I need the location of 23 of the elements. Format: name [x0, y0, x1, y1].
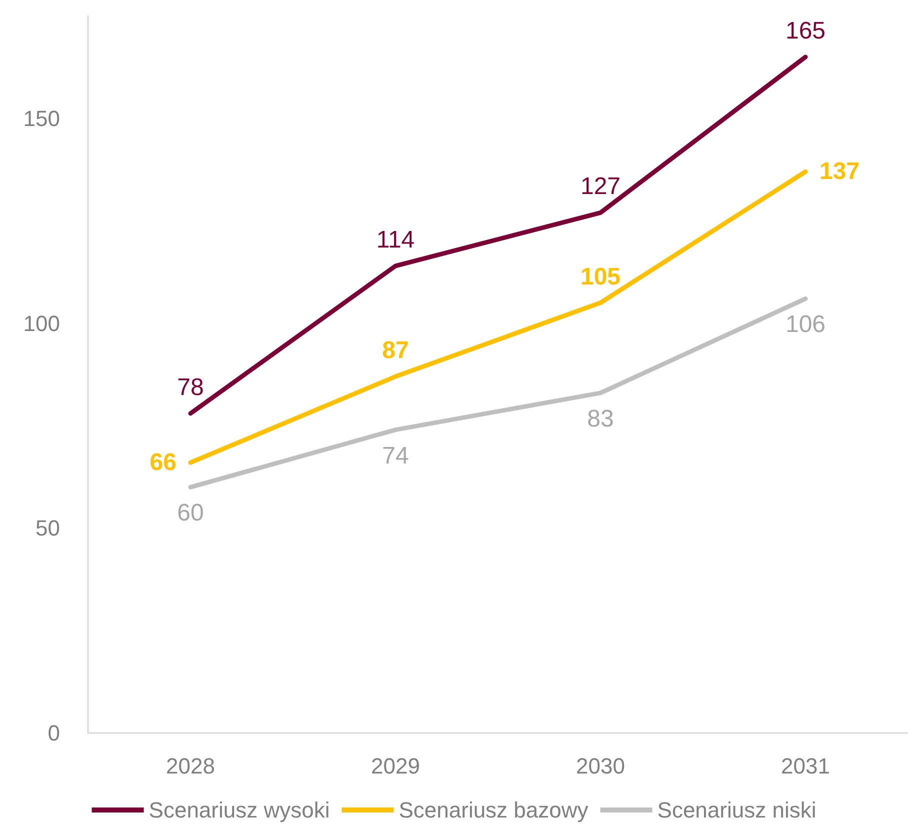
y-tick-label: 0	[48, 720, 60, 746]
data-label: 78	[177, 374, 204, 401]
data-label: 60	[177, 500, 204, 527]
y-tick-label: 100	[23, 310, 60, 336]
y-tick-label: 50	[36, 516, 60, 541]
x-tick-label: 2030	[576, 754, 625, 778]
y-tick-label: 150	[23, 106, 60, 131]
legend-label: Scenariusz niski	[657, 798, 816, 822]
data-label: 83	[587, 405, 614, 432]
x-tick-label: 2029	[371, 754, 420, 778]
data-label: 74	[382, 442, 409, 470]
data-label: 66	[150, 449, 176, 476]
data-label: 87	[382, 337, 409, 364]
legend-label: Scenariusz bazowy	[398, 798, 588, 822]
x-tick-label: 2028	[166, 754, 215, 778]
data-label: 105	[580, 263, 621, 290]
data-label: 106	[785, 311, 826, 338]
data-label: 137	[820, 158, 860, 186]
x-tick-label: 2031	[781, 754, 830, 778]
data-label: 127	[580, 173, 621, 200]
data-label: 165	[785, 17, 826, 44]
legend-label: Scenariusz wysoki	[148, 798, 330, 822]
data-label: 114	[376, 226, 415, 254]
